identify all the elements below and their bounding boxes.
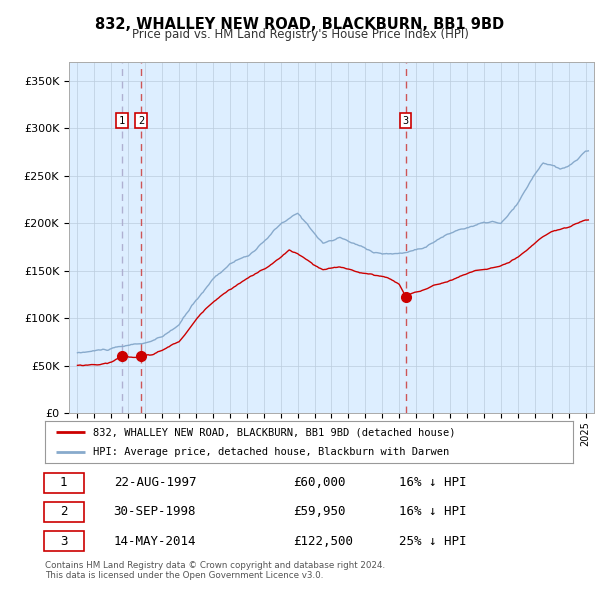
Text: £122,500: £122,500 bbox=[293, 535, 353, 548]
FancyBboxPatch shape bbox=[44, 502, 83, 522]
Text: Contains HM Land Registry data © Crown copyright and database right 2024.
This d: Contains HM Land Registry data © Crown c… bbox=[45, 560, 385, 580]
Text: 25% ↓ HPI: 25% ↓ HPI bbox=[399, 535, 466, 548]
Text: 2: 2 bbox=[138, 116, 144, 126]
Text: 30-SEP-1998: 30-SEP-1998 bbox=[113, 505, 196, 519]
Text: 14-MAY-2014: 14-MAY-2014 bbox=[113, 535, 196, 548]
Text: 832, WHALLEY NEW ROAD, BLACKBURN, BB1 9BD (detached house): 832, WHALLEY NEW ROAD, BLACKBURN, BB1 9B… bbox=[92, 427, 455, 437]
FancyBboxPatch shape bbox=[44, 531, 83, 551]
Text: 2: 2 bbox=[60, 505, 67, 519]
Text: £59,950: £59,950 bbox=[293, 505, 346, 519]
Text: 16% ↓ HPI: 16% ↓ HPI bbox=[399, 476, 466, 489]
Text: 1: 1 bbox=[60, 476, 67, 489]
Text: 22-AUG-1997: 22-AUG-1997 bbox=[113, 476, 196, 489]
Text: 3: 3 bbox=[403, 116, 409, 126]
Text: Price paid vs. HM Land Registry's House Price Index (HPI): Price paid vs. HM Land Registry's House … bbox=[131, 28, 469, 41]
Text: £60,000: £60,000 bbox=[293, 476, 346, 489]
Text: HPI: Average price, detached house, Blackburn with Darwen: HPI: Average price, detached house, Blac… bbox=[92, 447, 449, 457]
FancyBboxPatch shape bbox=[44, 473, 83, 493]
Text: 3: 3 bbox=[60, 535, 67, 548]
Text: 832, WHALLEY NEW ROAD, BLACKBURN, BB1 9BD: 832, WHALLEY NEW ROAD, BLACKBURN, BB1 9B… bbox=[95, 17, 505, 31]
Text: 1: 1 bbox=[119, 116, 125, 126]
Text: 16% ↓ HPI: 16% ↓ HPI bbox=[399, 505, 466, 519]
